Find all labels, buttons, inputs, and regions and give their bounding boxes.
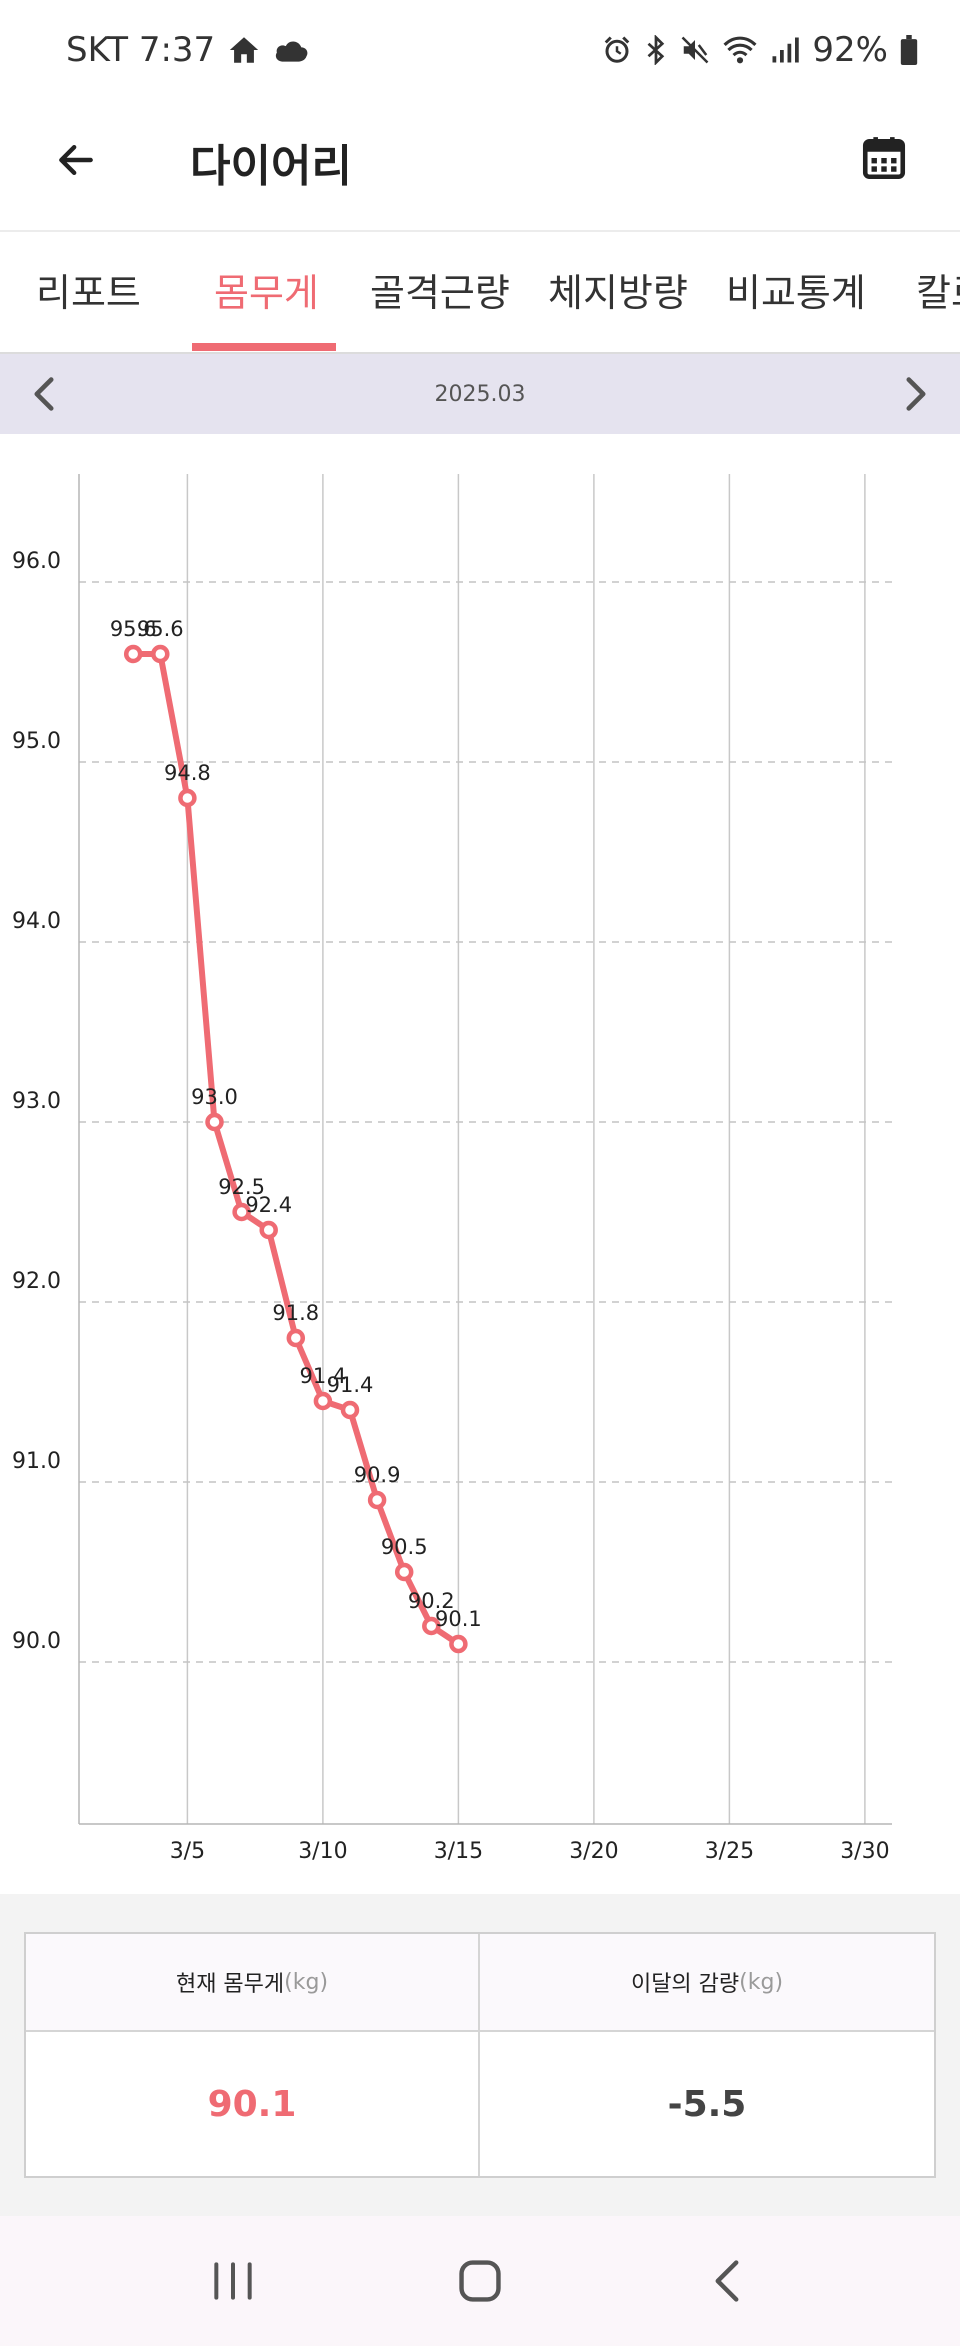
wifi-icon (722, 35, 758, 65)
month-navigator: 2025.03 (0, 354, 960, 434)
summary-table: 현재 몸무게 (kg) 이달의 감량 (kg) 90.1 -5.5 (24, 1932, 936, 2178)
tab-bar: 리포트 몸무게 골격근량 체지방량 비교통계 칼로 (0, 232, 960, 354)
x-tick-label: 3/15 (434, 1839, 483, 1864)
tab-comparison[interactable]: 비교통계 (726, 271, 866, 315)
x-tick-label: 3/20 (569, 1839, 618, 1864)
summary-section: 현재 몸무게 (kg) 이달의 감량 (kg) 90.1 -5.5 (0, 1894, 960, 2216)
y-tick-label: 94.0 (12, 909, 61, 934)
x-tick-label: 3/25 (705, 1839, 754, 1864)
current-weight-unit: (kg) (284, 1969, 329, 1995)
weight-chart-area: 3/5 3/10 3/15 3/20 3/25 3/30 96.0 95.0 94.0 93.0 9… (0, 434, 960, 1894)
x-tick-label: 3/5 (170, 1839, 205, 1864)
status-bar: SKT 7:37 92% (0, 0, 960, 100)
data-point (394, 1562, 414, 1582)
y-tick-label: 93.0 (12, 1089, 61, 1114)
data-label: 95.6 (110, 617, 157, 641)
monthly-loss-value: -5.5 (667, 2083, 747, 2125)
page-title: 다이어리 (190, 141, 352, 192)
signal-icon (770, 35, 800, 65)
data-point (367, 1490, 387, 1510)
data-point (151, 644, 170, 664)
current-weight-header: 현재 몸무게 (kg) (26, 1934, 480, 2032)
data-point (232, 1202, 251, 1222)
system-nav-bar (0, 2216, 960, 2346)
battery-icon (900, 35, 918, 65)
data-point (123, 644, 143, 664)
chevron-right-icon (906, 377, 926, 411)
monthly-loss-unit: (kg) (739, 1969, 784, 1995)
month-label: 2025.03 (434, 381, 526, 407)
data-point (259, 1220, 278, 1240)
status-right: 92% (602, 30, 918, 70)
data-label: 90.1 (435, 1607, 482, 1631)
data-point (449, 1634, 468, 1654)
data-point (340, 1400, 360, 1420)
back-button[interactable] (44, 128, 108, 192)
home-nav-button[interactable] (430, 2241, 530, 2321)
calendar-button[interactable] (852, 126, 916, 190)
home-button-icon (459, 2260, 501, 2302)
data-point (313, 1391, 333, 1411)
y-tick-label: 95.0 (12, 729, 61, 754)
x-tick-label: 3/30 (840, 1839, 889, 1864)
monthly-loss-label: 이달의 감량 (630, 1972, 740, 1997)
app-bar: 다이어리 (0, 100, 960, 232)
carrier-time: SKT 7:37 (66, 30, 216, 70)
calendar-icon (862, 137, 906, 180)
data-point (286, 1328, 306, 1348)
recent-apps-button[interactable] (183, 2241, 283, 2321)
tab-indicator (192, 343, 336, 351)
data-point (178, 788, 197, 808)
weight-line-chart: 3/5 3/10 3/15 3/20 3/25 3/30 96.0 95.0 94.0 93.0 9… (12, 474, 892, 1864)
data-label: 91.4 (300, 1364, 347, 1388)
home-icon (227, 33, 261, 67)
data-label: 95.6 (137, 617, 184, 641)
y-tick-label: 96.0 (12, 549, 61, 574)
data-label: 90.2 (408, 1589, 455, 1613)
arrow-left-icon (59, 144, 93, 176)
monthly-loss-header: 이달의 감량 (kg) (480, 1934, 934, 2032)
tab-calorie[interactable]: 칼로 (916, 271, 960, 315)
back-nav-button[interactable] (677, 2241, 777, 2321)
data-point (205, 1112, 224, 1132)
bluetooth-icon (644, 35, 668, 65)
current-weight-label: 현재 몸무게 (175, 1972, 285, 1997)
data-label: 92.4 (245, 1193, 292, 1217)
mute-icon (680, 35, 710, 65)
tab-weight[interactable]: 몸무게 (214, 271, 319, 315)
x-tick-label: 3/10 (298, 1839, 347, 1864)
y-tick-label: 90.0 (12, 1629, 61, 1654)
tab-report[interactable]: 리포트 (36, 271, 141, 315)
cloud-icon (273, 35, 309, 65)
data-label: 92.5 (218, 1175, 265, 1199)
y-tick-label: 91.0 (12, 1449, 61, 1474)
data-label: 91.4 (327, 1373, 374, 1397)
data-label: 93.0 (191, 1085, 238, 1109)
data-label: 90.5 (381, 1535, 428, 1559)
data-label: 94.8 (164, 761, 211, 785)
data-label: 91.8 (272, 1301, 319, 1325)
back-nav-icon (715, 2260, 739, 2302)
battery-percent: 92% (812, 30, 888, 70)
data-point (422, 1616, 441, 1636)
y-tick-label: 92.0 (12, 1269, 61, 1294)
prev-month-button[interactable] (24, 370, 64, 418)
next-month-button[interactable] (896, 370, 936, 418)
alarm-icon (602, 35, 632, 65)
tab-body-fat[interactable]: 체지방량 (548, 271, 688, 315)
current-weight-value: 90.1 (26, 2032, 480, 2176)
tab-skeletal-muscle[interactable]: 골격근량 (370, 271, 510, 315)
data-label: 90.9 (354, 1463, 401, 1487)
status-left: SKT 7:37 (66, 30, 309, 70)
recent-apps-icon (214, 2262, 252, 2300)
chevron-left-icon (34, 377, 54, 411)
